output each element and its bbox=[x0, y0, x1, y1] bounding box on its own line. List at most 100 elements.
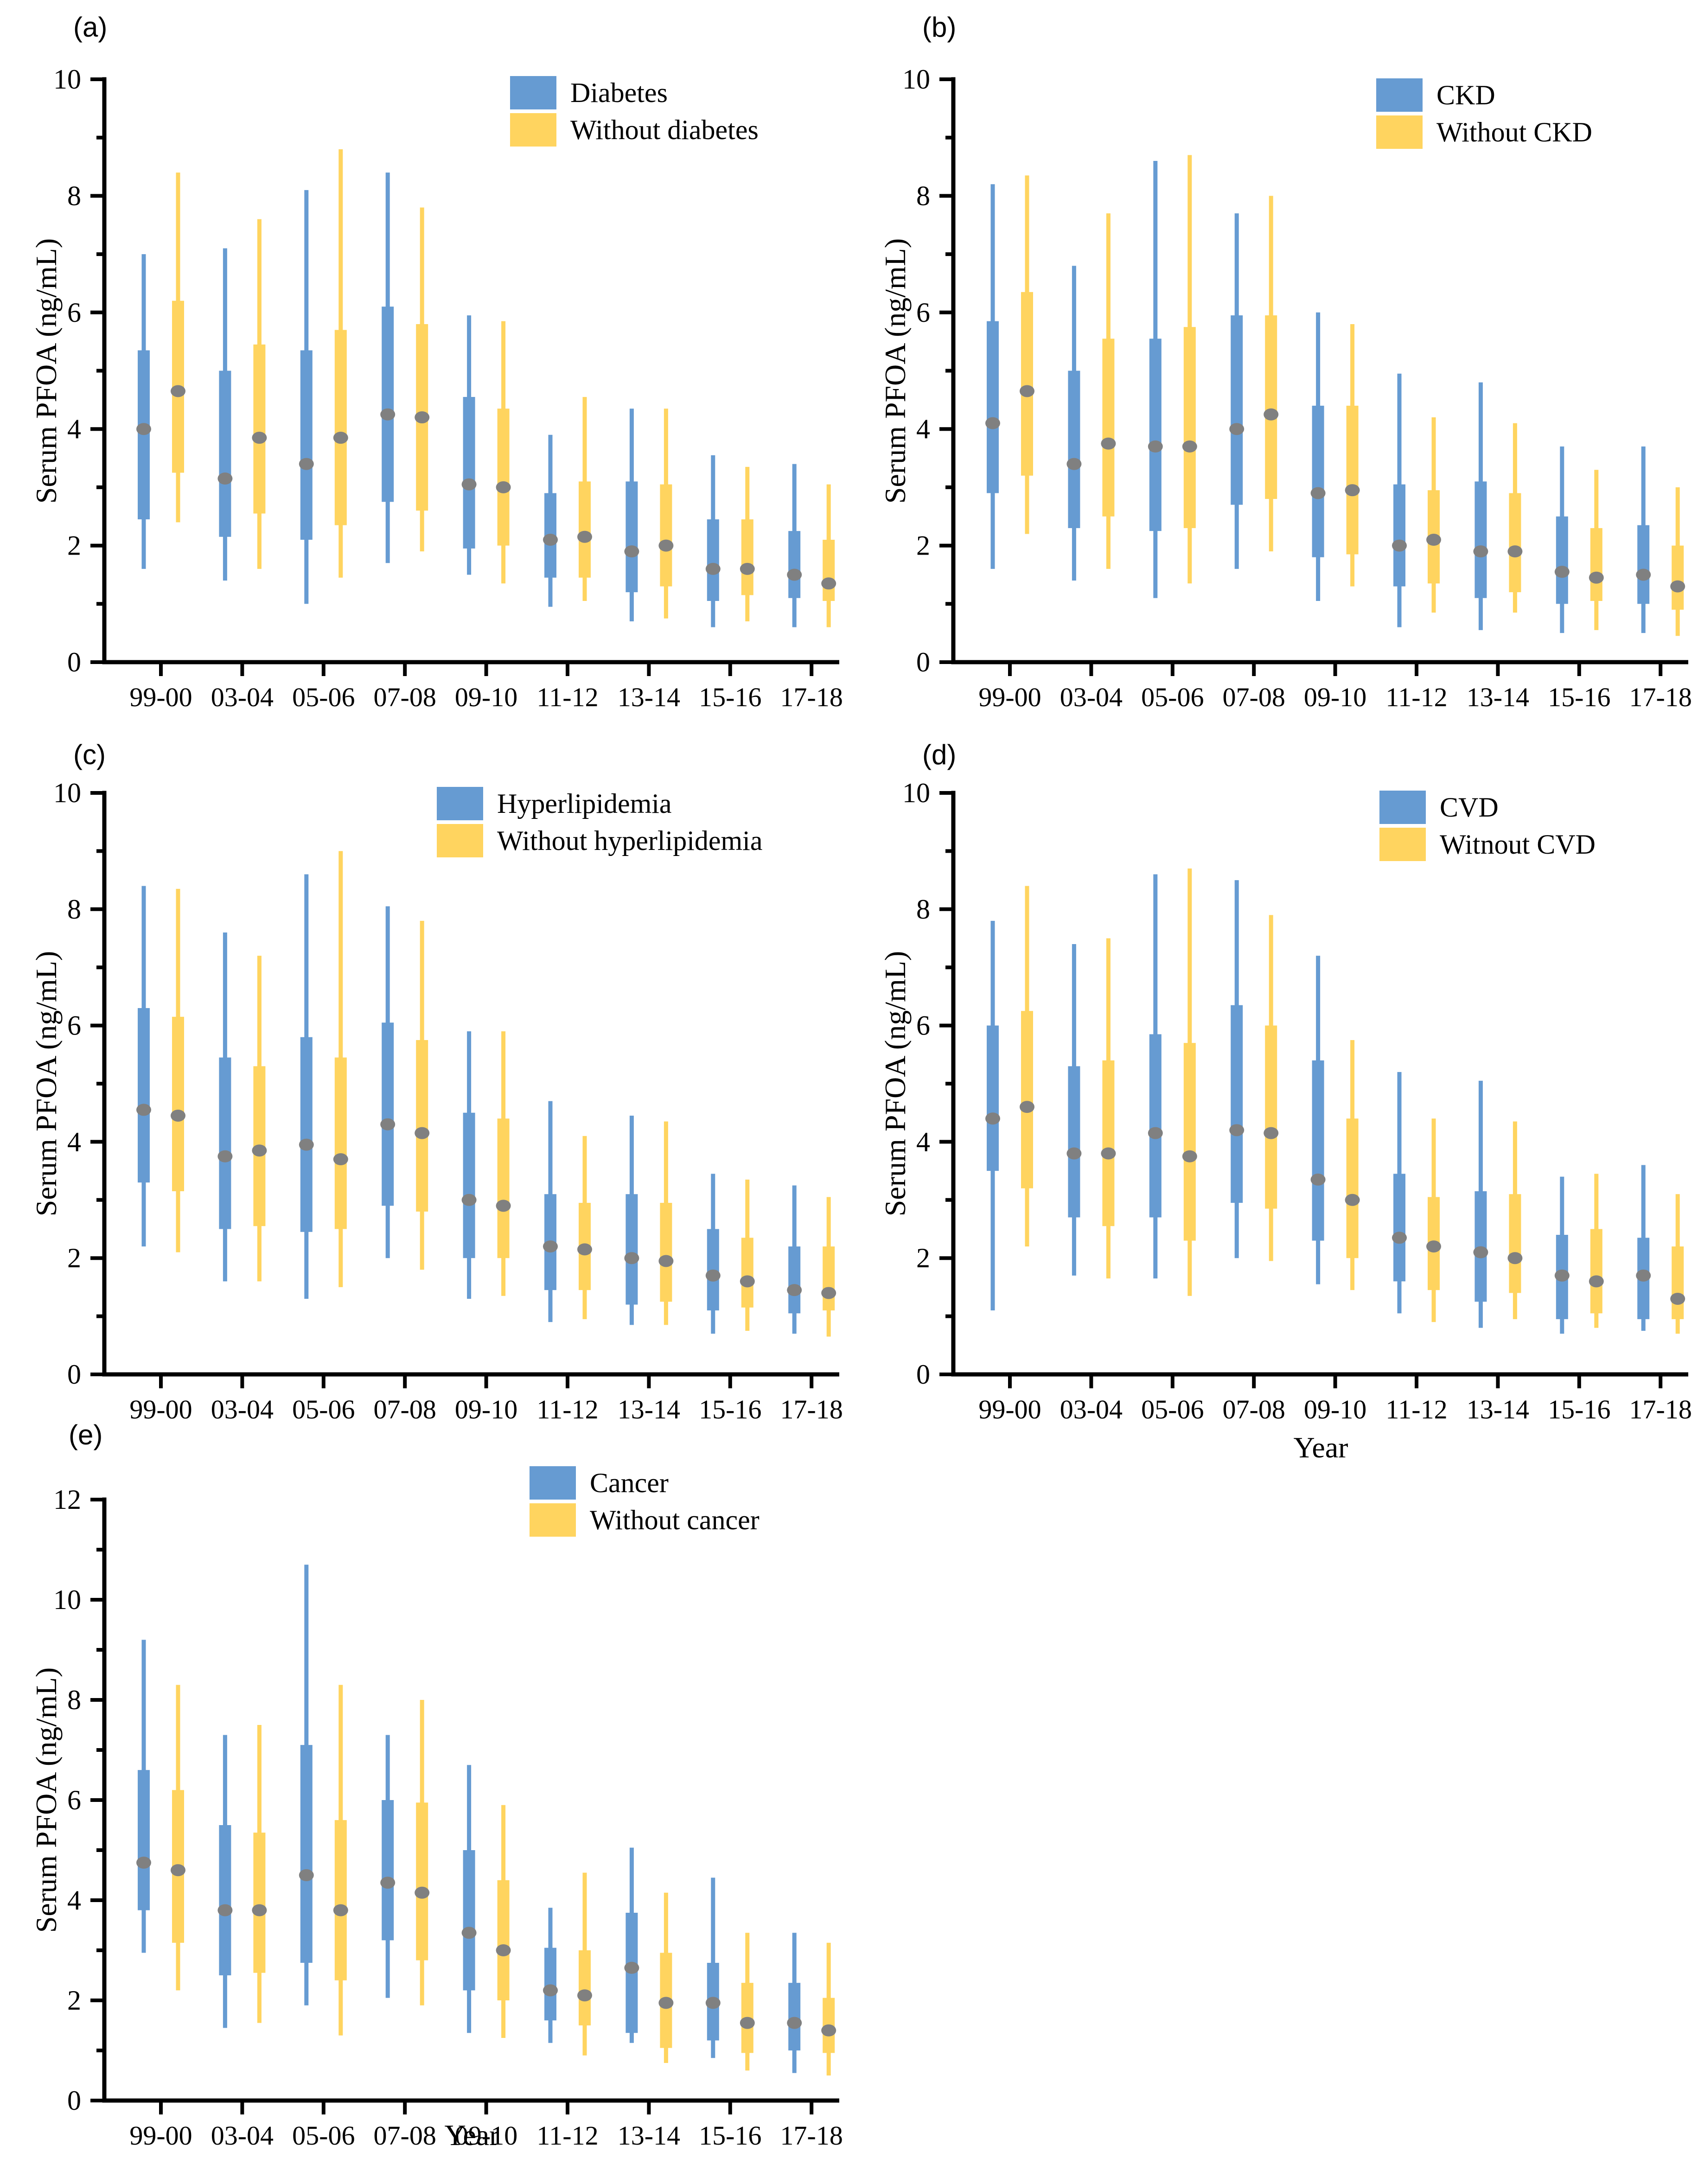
median-dot bbox=[543, 1240, 558, 1253]
iqr-box bbox=[1068, 370, 1080, 528]
legend-swatch-yellow bbox=[437, 824, 483, 857]
median-dot bbox=[1473, 545, 1488, 558]
x-tick-label: 99-00 bbox=[129, 682, 192, 712]
median-dot bbox=[299, 1138, 314, 1151]
legend-label: Witnout CVD bbox=[1440, 829, 1596, 860]
iqr-box bbox=[1672, 1246, 1684, 1319]
y-tick-label: 0 bbox=[916, 1359, 930, 1390]
iqr-box bbox=[579, 481, 591, 578]
median-dot bbox=[333, 432, 348, 444]
median-dot bbox=[1229, 423, 1245, 435]
iqr-box bbox=[334, 1057, 347, 1229]
median-dot bbox=[658, 1997, 674, 2009]
iqr-box bbox=[579, 1950, 591, 2025]
panel-letter-d: (d) bbox=[922, 739, 957, 770]
iqr-box bbox=[788, 1246, 801, 1314]
iqr-box bbox=[1637, 525, 1650, 604]
iqr-box bbox=[660, 1203, 672, 1302]
legend-e: Cancer Without cancer bbox=[530, 1464, 760, 1539]
x-ticks: 99-00 03-04 05-06 07-08 09-10 11-12 13-14 15-16… bbox=[129, 2101, 843, 2151]
iqr-box bbox=[1068, 1066, 1080, 1218]
median-dot bbox=[1182, 1150, 1197, 1162]
median-dot bbox=[1310, 1173, 1326, 1186]
iqr-box bbox=[788, 531, 801, 598]
y-tick-label: 2 bbox=[916, 1243, 930, 1273]
legend-item: Without diabetes bbox=[510, 111, 759, 148]
y-tick-label: 0 bbox=[67, 647, 81, 677]
series-without-hyperlipidemia bbox=[171, 851, 836, 1337]
median-dot bbox=[1066, 458, 1082, 470]
median-dot bbox=[1589, 1275, 1604, 1288]
chart-canvas-e: 0 2 4 6 8 10 12 99-00 03-04 05-06 07-08 09-10 11-12 1… bbox=[53, 1484, 843, 2151]
iqr-box bbox=[1509, 1194, 1521, 1293]
iqr-box bbox=[1183, 327, 1196, 528]
median-dot bbox=[136, 1104, 151, 1116]
median-dot bbox=[821, 1287, 836, 1299]
iqr-box bbox=[987, 321, 999, 493]
median-dot bbox=[1101, 437, 1116, 450]
iqr-box bbox=[1231, 315, 1243, 505]
y-tick-label: 8 bbox=[67, 180, 81, 211]
iqr-box bbox=[1149, 1034, 1162, 1218]
x-tick-label: 07-08 bbox=[374, 1394, 436, 1424]
iqr-box bbox=[138, 1770, 150, 1910]
legend-item: Without hyperlipidemia bbox=[437, 822, 762, 859]
legend-swatch-yellow bbox=[1379, 828, 1426, 861]
y-tick-label: 6 bbox=[67, 297, 81, 328]
legend-c: Hyperlipidemia Without hyperlipidemia bbox=[437, 785, 762, 859]
y-tick-label: 4 bbox=[67, 414, 81, 444]
median-dot bbox=[740, 1275, 755, 1288]
median-dot bbox=[705, 1997, 721, 2009]
median-dot bbox=[543, 534, 558, 546]
y-tick-label: 8 bbox=[67, 1685, 81, 1715]
x-tick-label: 11-12 bbox=[1385, 1394, 1447, 1424]
x-tick-label: 99-00 bbox=[129, 1394, 192, 1424]
chart-canvas-d: 0 2 4 6 8 10 99-00 03-04 05-06 07-08 09-10 11-12 13-… bbox=[902, 778, 1692, 1424]
legend-swatch-blue bbox=[437, 787, 483, 820]
x-tick-label: 07-08 bbox=[1223, 682, 1285, 712]
y-ticks: 0 2 4 6 8 10 12 bbox=[53, 1484, 104, 2116]
series-cvd bbox=[985, 874, 1651, 1334]
x-tick-label: 03-04 bbox=[1060, 1394, 1123, 1424]
chart-canvas-a: 0 2 4 6 8 10 99-00 03-04 05-06 07-08 09-10 11-12 13-… bbox=[53, 64, 843, 712]
iqr-box bbox=[300, 1745, 313, 1963]
x-tick-label: 09-10 bbox=[455, 1394, 517, 1424]
median-dot bbox=[1426, 1240, 1441, 1253]
y-ticks: 0 2 4 6 8 10 bbox=[902, 778, 953, 1390]
x-ticks: 99-00 03-04 05-06 07-08 09-10 11-12 13-14 15-16… bbox=[978, 662, 1692, 712]
median-dot bbox=[415, 411, 430, 424]
x-tick-label: 15-16 bbox=[1548, 1394, 1610, 1424]
median-dot bbox=[1392, 539, 1407, 552]
x-tick-label: 09-10 bbox=[455, 682, 517, 712]
median-dot bbox=[496, 1944, 511, 1956]
y-tick-label: 2 bbox=[916, 530, 930, 561]
iqr-box bbox=[334, 330, 347, 525]
iqr-box bbox=[626, 1194, 638, 1305]
x-tick-label: 03-04 bbox=[211, 1394, 274, 1424]
y-tick-label: 10 bbox=[53, 778, 81, 808]
y-axis-title-e: Serum PFOA (ng/mL) bbox=[30, 1667, 63, 1933]
x-tick-label: 17-18 bbox=[1629, 682, 1692, 712]
y-axis-title-c: Serum PFOA (ng/mL) bbox=[30, 951, 63, 1217]
median-dot bbox=[740, 562, 755, 575]
median-dot bbox=[380, 1877, 396, 1889]
x-tick-label: 05-06 bbox=[292, 1394, 355, 1424]
median-dot bbox=[543, 1984, 558, 1997]
legend-label: Hyperlipidemia bbox=[497, 788, 672, 819]
iqr-box bbox=[416, 1040, 428, 1212]
median-dot bbox=[1473, 1246, 1488, 1258]
iqr-box bbox=[1265, 315, 1277, 499]
iqr-box bbox=[823, 540, 835, 601]
panel-a: 0 2 4 6 8 10 99-00 03-04 05-06 07-08 09-10 11-12 13-… bbox=[0, 0, 849, 770]
y-tick-label: 10 bbox=[902, 64, 930, 95]
legend-item: CVD bbox=[1379, 789, 1596, 826]
iqr-box bbox=[626, 481, 638, 593]
iqr-box bbox=[1590, 1229, 1602, 1314]
x-tick-label: 05-06 bbox=[292, 682, 355, 712]
legend-label: CKD bbox=[1436, 80, 1495, 110]
legend-swatch-blue bbox=[510, 76, 556, 109]
x-tick-label: 17-18 bbox=[780, 682, 843, 712]
legend-swatch-blue bbox=[1376, 78, 1423, 112]
x-axis-title-d: Year bbox=[1293, 1431, 1348, 1464]
x-tick-label: 09-10 bbox=[1304, 682, 1366, 712]
